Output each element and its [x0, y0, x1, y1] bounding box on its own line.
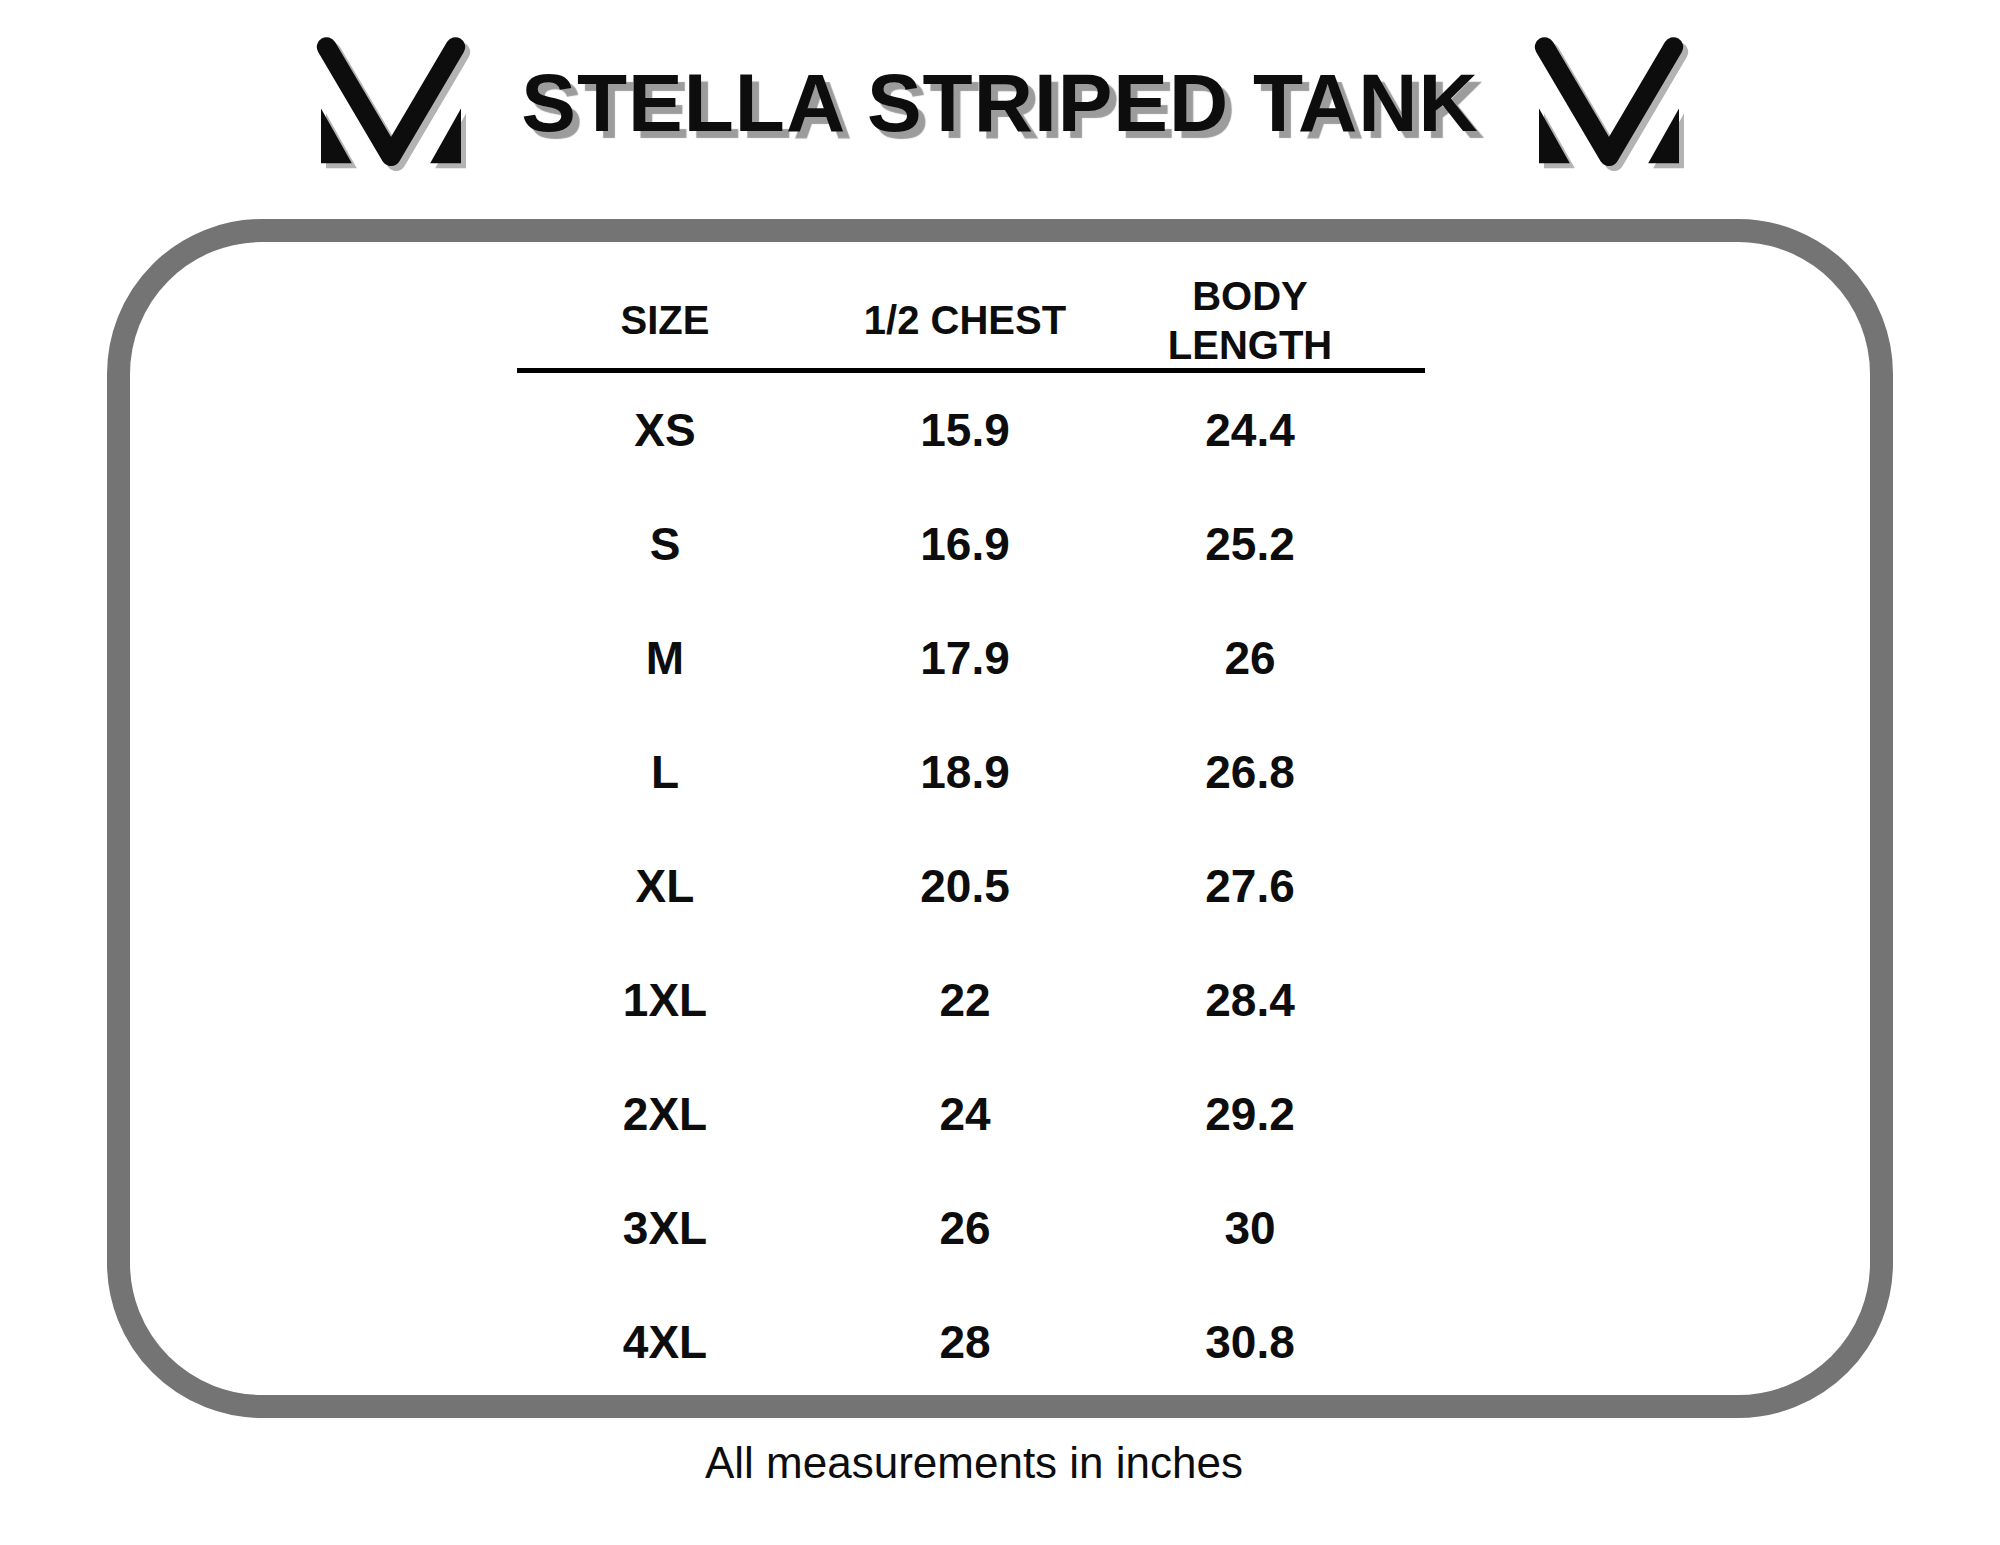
- size-chart-page: STELLA STRIPED TANK SIZE 1/2 CHEST BODY …: [0, 0, 2000, 1545]
- half-chest-cell: 17.9: [850, 631, 1080, 685]
- size-cell: XS: [480, 403, 850, 457]
- body-length-cell: 27.6: [1080, 859, 1420, 913]
- table-row: 1XL 22 28.4: [480, 943, 1440, 1057]
- half-chest-cell: 16.9: [850, 517, 1080, 571]
- size-cell: 2XL: [480, 1087, 850, 1141]
- table-row: M 17.9 26: [480, 601, 1440, 715]
- body-length-cell: 25.2: [1080, 517, 1420, 571]
- table-row: 4XL 28 30.8: [480, 1285, 1440, 1399]
- table-row: XL 20.5 27.6: [480, 829, 1440, 943]
- size-cell: M: [480, 631, 850, 685]
- half-chest-cell: 15.9: [850, 403, 1080, 457]
- table-body: XS 15.9 24.4 S 16.9 25.2 M 17.9 26 L 18.…: [480, 373, 1440, 1399]
- brand-m-monogram-icon: [307, 33, 475, 173]
- header: STELLA STRIPED TANK: [0, 25, 2000, 180]
- table-row: S 16.9 25.2: [480, 487, 1440, 601]
- half-chest-cell: 26: [850, 1201, 1080, 1255]
- body-length-cell: 28.4: [1080, 973, 1420, 1027]
- body-length-cell: 26: [1080, 631, 1420, 685]
- half-chest-cell: 22: [850, 973, 1080, 1027]
- page-title: STELLA STRIPED TANK: [521, 56, 1478, 150]
- table-row: L 18.9 26.8: [480, 715, 1440, 829]
- body-length-cell: 24.4: [1080, 403, 1420, 457]
- body-length-cell: 30.8: [1080, 1315, 1420, 1369]
- half-chest-cell: 28: [850, 1315, 1080, 1369]
- column-header-size: SIZE: [480, 296, 850, 345]
- column-header-half-chest: 1/2 CHEST: [850, 296, 1080, 345]
- size-cell: L: [480, 745, 850, 799]
- measurements-note: All measurements in inches: [705, 1438, 1243, 1487]
- half-chest-cell: 20.5: [850, 859, 1080, 913]
- half-chest-cell: 24: [850, 1087, 1080, 1141]
- brand-m-monogram-icon: [1525, 33, 1693, 173]
- size-cell: 3XL: [480, 1201, 850, 1255]
- table-header-row: SIZE 1/2 CHEST BODY LENGTH: [480, 272, 1440, 368]
- body-length-cell: 30: [1080, 1201, 1420, 1255]
- footer: All measurements in inches: [0, 1438, 2000, 1488]
- body-length-cell: 26.8: [1080, 745, 1420, 799]
- size-cell: 4XL: [480, 1315, 850, 1369]
- body-length-cell: 29.2: [1080, 1087, 1420, 1141]
- column-header-body-length: BODY LENGTH: [1125, 272, 1375, 370]
- size-cell: S: [480, 517, 850, 571]
- size-table: SIZE 1/2 CHEST BODY LENGTH XS 15.9 24.4 …: [480, 272, 1440, 1399]
- table-row: 3XL 26 30: [480, 1171, 1440, 1285]
- size-cell: XL: [480, 859, 850, 913]
- size-cell: 1XL: [480, 973, 850, 1027]
- table-row: 2XL 24 29.2: [480, 1057, 1440, 1171]
- table-row: XS 15.9 24.4: [480, 373, 1440, 487]
- half-chest-cell: 18.9: [850, 745, 1080, 799]
